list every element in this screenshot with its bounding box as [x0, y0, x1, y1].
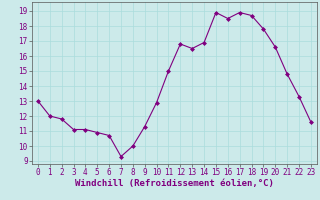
X-axis label: Windchill (Refroidissement éolien,°C): Windchill (Refroidissement éolien,°C)	[75, 179, 274, 188]
